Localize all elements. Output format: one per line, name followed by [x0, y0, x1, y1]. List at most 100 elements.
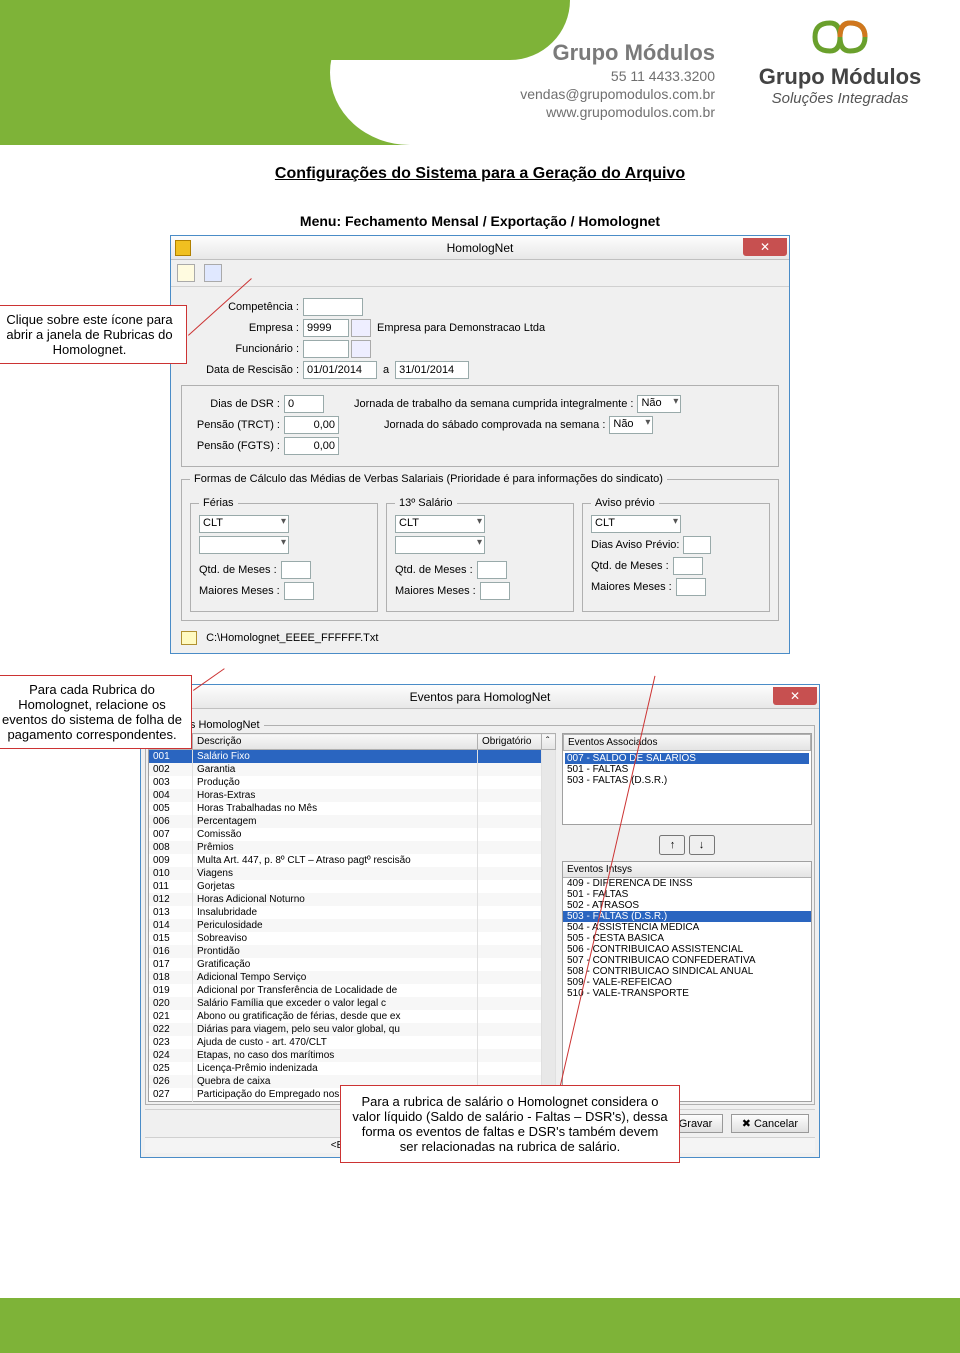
- intsys-header: Eventos Intsys: [563, 862, 811, 878]
- input-pensao-trct[interactable]: [284, 416, 339, 434]
- fieldset-medias: Formas de Cálculo das Médias de Verbas S…: [181, 473, 779, 621]
- list-item[interactable]: 501 - FALTAS: [565, 764, 809, 775]
- homolognet-titlebar[interactable]: HomologNet ✕: [171, 236, 789, 260]
- header-phone: 55 11 4433.3200: [520, 68, 715, 84]
- assoc-header: Eventos Associados: [563, 734, 811, 751]
- table-row[interactable]: 021Abono ou gratificação de férias, desd…: [149, 1010, 556, 1023]
- eventos-title: Eventos para HomologNet: [410, 690, 551, 704]
- page-title: Configurações do Sistema para a Geração …: [55, 165, 905, 183]
- table-row[interactable]: 008Prêmios: [149, 841, 556, 854]
- input-qtd-meses-a[interactable]: [673, 557, 703, 575]
- eventos-titlebar[interactable]: Eventos para HomologNet ✕: [141, 685, 819, 709]
- input-maiores-d[interactable]: [480, 582, 510, 600]
- fieldset-aviso: Aviso prévio CLT Dias Aviso Prévio: Qtd.…: [582, 497, 770, 612]
- eventos-close-button[interactable]: ✕: [773, 687, 817, 705]
- input-data-a[interactable]: [395, 361, 469, 379]
- input-funcionario[interactable]: [303, 340, 349, 358]
- input-dias-aviso[interactable]: [683, 536, 711, 554]
- footer-stripe: [0, 1298, 960, 1353]
- lookup-empresa-icon[interactable]: [351, 319, 371, 337]
- table-row[interactable]: 013Insalubridade: [149, 906, 556, 919]
- table-row[interactable]: 002Garantia: [149, 763, 556, 776]
- list-item[interactable]: 506 - CONTRIBUICAO ASSISTENCIAL: [563, 944, 811, 955]
- wand-icon[interactable]: [177, 264, 195, 282]
- cancelar-button[interactable]: ✖ Cancelar: [731, 1114, 809, 1133]
- table-row[interactable]: 011Gorjetas: [149, 880, 556, 893]
- list-item[interactable]: 501 - FALTAS: [563, 889, 811, 900]
- table-row[interactable]: 024Etapas, no caso dos marítimos: [149, 1049, 556, 1062]
- table-row[interactable]: 003Produção: [149, 776, 556, 789]
- label-jornada-sab: Jornada do sábado comprovada na semana :: [384, 419, 605, 431]
- lookup-funcionario-icon[interactable]: [351, 340, 371, 358]
- table-row[interactable]: 023Ajuda de custo - art. 470/CLT: [149, 1036, 556, 1049]
- list-item[interactable]: 508 - CONTRIBUICAO SINDICAL ANUAL: [563, 966, 811, 977]
- table-row[interactable]: 014Periculosidade: [149, 919, 556, 932]
- combo-decimo-2[interactable]: [395, 536, 485, 554]
- folder-icon: [181, 631, 197, 645]
- list-item[interactable]: 409 - DIFERENCA DE INSS: [563, 878, 811, 889]
- label-qtd-meses-a: Qtd. de Meses :: [591, 560, 669, 572]
- table-row[interactable]: 019Adicional por Transferência de Locali…: [149, 984, 556, 997]
- move-down-button[interactable]: ↓: [689, 835, 715, 855]
- table-row[interactable]: 025Licença-Prêmio indenizada: [149, 1062, 556, 1075]
- logo-sub: Soluções Integradas: [735, 90, 945, 107]
- table-row[interactable]: 017Gratificação: [149, 958, 556, 971]
- input-qtd-meses-f[interactable]: [281, 561, 311, 579]
- move-up-button[interactable]: ↑: [659, 835, 685, 855]
- callout-rubrica-text: Para cada Rubrica do Homolognet, relacio…: [2, 682, 182, 742]
- rubrics-grid-icon[interactable]: [204, 264, 222, 282]
- combo-ferias-2[interactable]: [199, 536, 289, 554]
- input-maiores-f[interactable]: [284, 582, 314, 600]
- close-button[interactable]: ✕: [743, 238, 787, 256]
- table-row[interactable]: 005Horas Trabalhadas no Mês: [149, 802, 556, 815]
- file-path: C:\Homolognet_EEEE_FFFFFF.Txt: [206, 632, 378, 644]
- list-item[interactable]: 507 - CONTRIBUICAO CONFEDERATIVA: [563, 955, 811, 966]
- combo-ferias[interactable]: CLT: [199, 515, 289, 533]
- combo-aviso[interactable]: CLT: [591, 515, 681, 533]
- label-dias-dsr: Dias de DSR :: [190, 398, 280, 410]
- table-row[interactable]: 018Adicional Tempo Serviço: [149, 971, 556, 984]
- input-data-de[interactable]: [303, 361, 377, 379]
- table-row[interactable]: 022Diárias para viagem, pelo seu valor g…: [149, 1023, 556, 1036]
- file-path-row[interactable]: C:\Homolognet_EEEE_FFFFFF.Txt: [181, 631, 779, 645]
- callout-bottom: Para a rubrica de salário o Homolognet c…: [340, 1085, 680, 1163]
- input-competencia[interactable]: [303, 298, 363, 316]
- list-item[interactable]: 510 - VALE-TRANSPORTE: [563, 988, 811, 999]
- col-descricao[interactable]: Descrição: [193, 734, 478, 750]
- rubricas-table[interactable]: Código Descrição Obrigatório ˆ 001Salári…: [148, 733, 556, 1102]
- homolognet-title: HomologNet: [447, 241, 514, 255]
- combo-jornada-sab[interactable]: Não: [609, 416, 653, 434]
- table-row[interactable]: 001Salário Fixo: [149, 750, 556, 764]
- list-item[interactable]: 509 - VALE-REFEICAO: [563, 977, 811, 988]
- table-row[interactable]: 007Comissão: [149, 828, 556, 841]
- table-row[interactable]: 015Sobreaviso: [149, 932, 556, 945]
- eventos-associados-box[interactable]: Eventos Associados 007 - SALDO DE SALARI…: [562, 733, 812, 825]
- input-maiores-a[interactable]: [676, 578, 706, 596]
- table-row[interactable]: 010Viagens: [149, 867, 556, 880]
- toolbar: [171, 260, 789, 287]
- list-item[interactable]: 503 - FALTAS (D.S.R.): [565, 775, 809, 786]
- header-brand: Grupo Módulos: [520, 40, 715, 66]
- combo-decimo[interactable]: CLT: [395, 515, 485, 533]
- eventos-intsys-box[interactable]: Eventos Intsys 409 - DIFERENCA DE INSS50…: [562, 861, 812, 1102]
- list-item[interactable]: 007 - SALDO DE SALARIOS: [565, 753, 809, 764]
- col-obrig[interactable]: Obrigatório: [478, 734, 542, 750]
- fieldset-decimo: 13º Salário CLT Qtd. de Meses : Maiores …: [386, 497, 574, 612]
- table-row[interactable]: 006Percentagem: [149, 815, 556, 828]
- label-pensao-trct: Pensão (TRCT) :: [190, 419, 280, 431]
- table-row[interactable]: 012Horas Adicional Noturno: [149, 893, 556, 906]
- table-row[interactable]: 009Multa Art. 447, p. 8º CLT – Atraso pa…: [149, 854, 556, 867]
- input-dias-dsr[interactable]: [284, 395, 324, 413]
- table-row[interactable]: 004Horas-Extras: [149, 789, 556, 802]
- table-row[interactable]: 020Salário Família que exceder o valor l…: [149, 997, 556, 1010]
- input-qtd-meses-d[interactable]: [477, 561, 507, 579]
- list-item[interactable]: 505 - CESTA BASICA: [563, 933, 811, 944]
- table-row[interactable]: 016Prontidão: [149, 945, 556, 958]
- label-empresa-nome: Empresa para Demonstracao Ltda: [377, 322, 545, 334]
- input-empresa-cod[interactable]: [303, 319, 349, 337]
- combo-jornada-int[interactable]: Não: [637, 395, 681, 413]
- label-qtd-meses-d: Qtd. de Meses :: [395, 564, 473, 576]
- input-pensao-fgts[interactable]: [284, 437, 339, 455]
- list-item[interactable]: 504 - ASSISTENCIA MEDICA: [563, 922, 811, 933]
- callout-icon-text: Clique sobre este ícone para abrir a jan…: [6, 312, 172, 357]
